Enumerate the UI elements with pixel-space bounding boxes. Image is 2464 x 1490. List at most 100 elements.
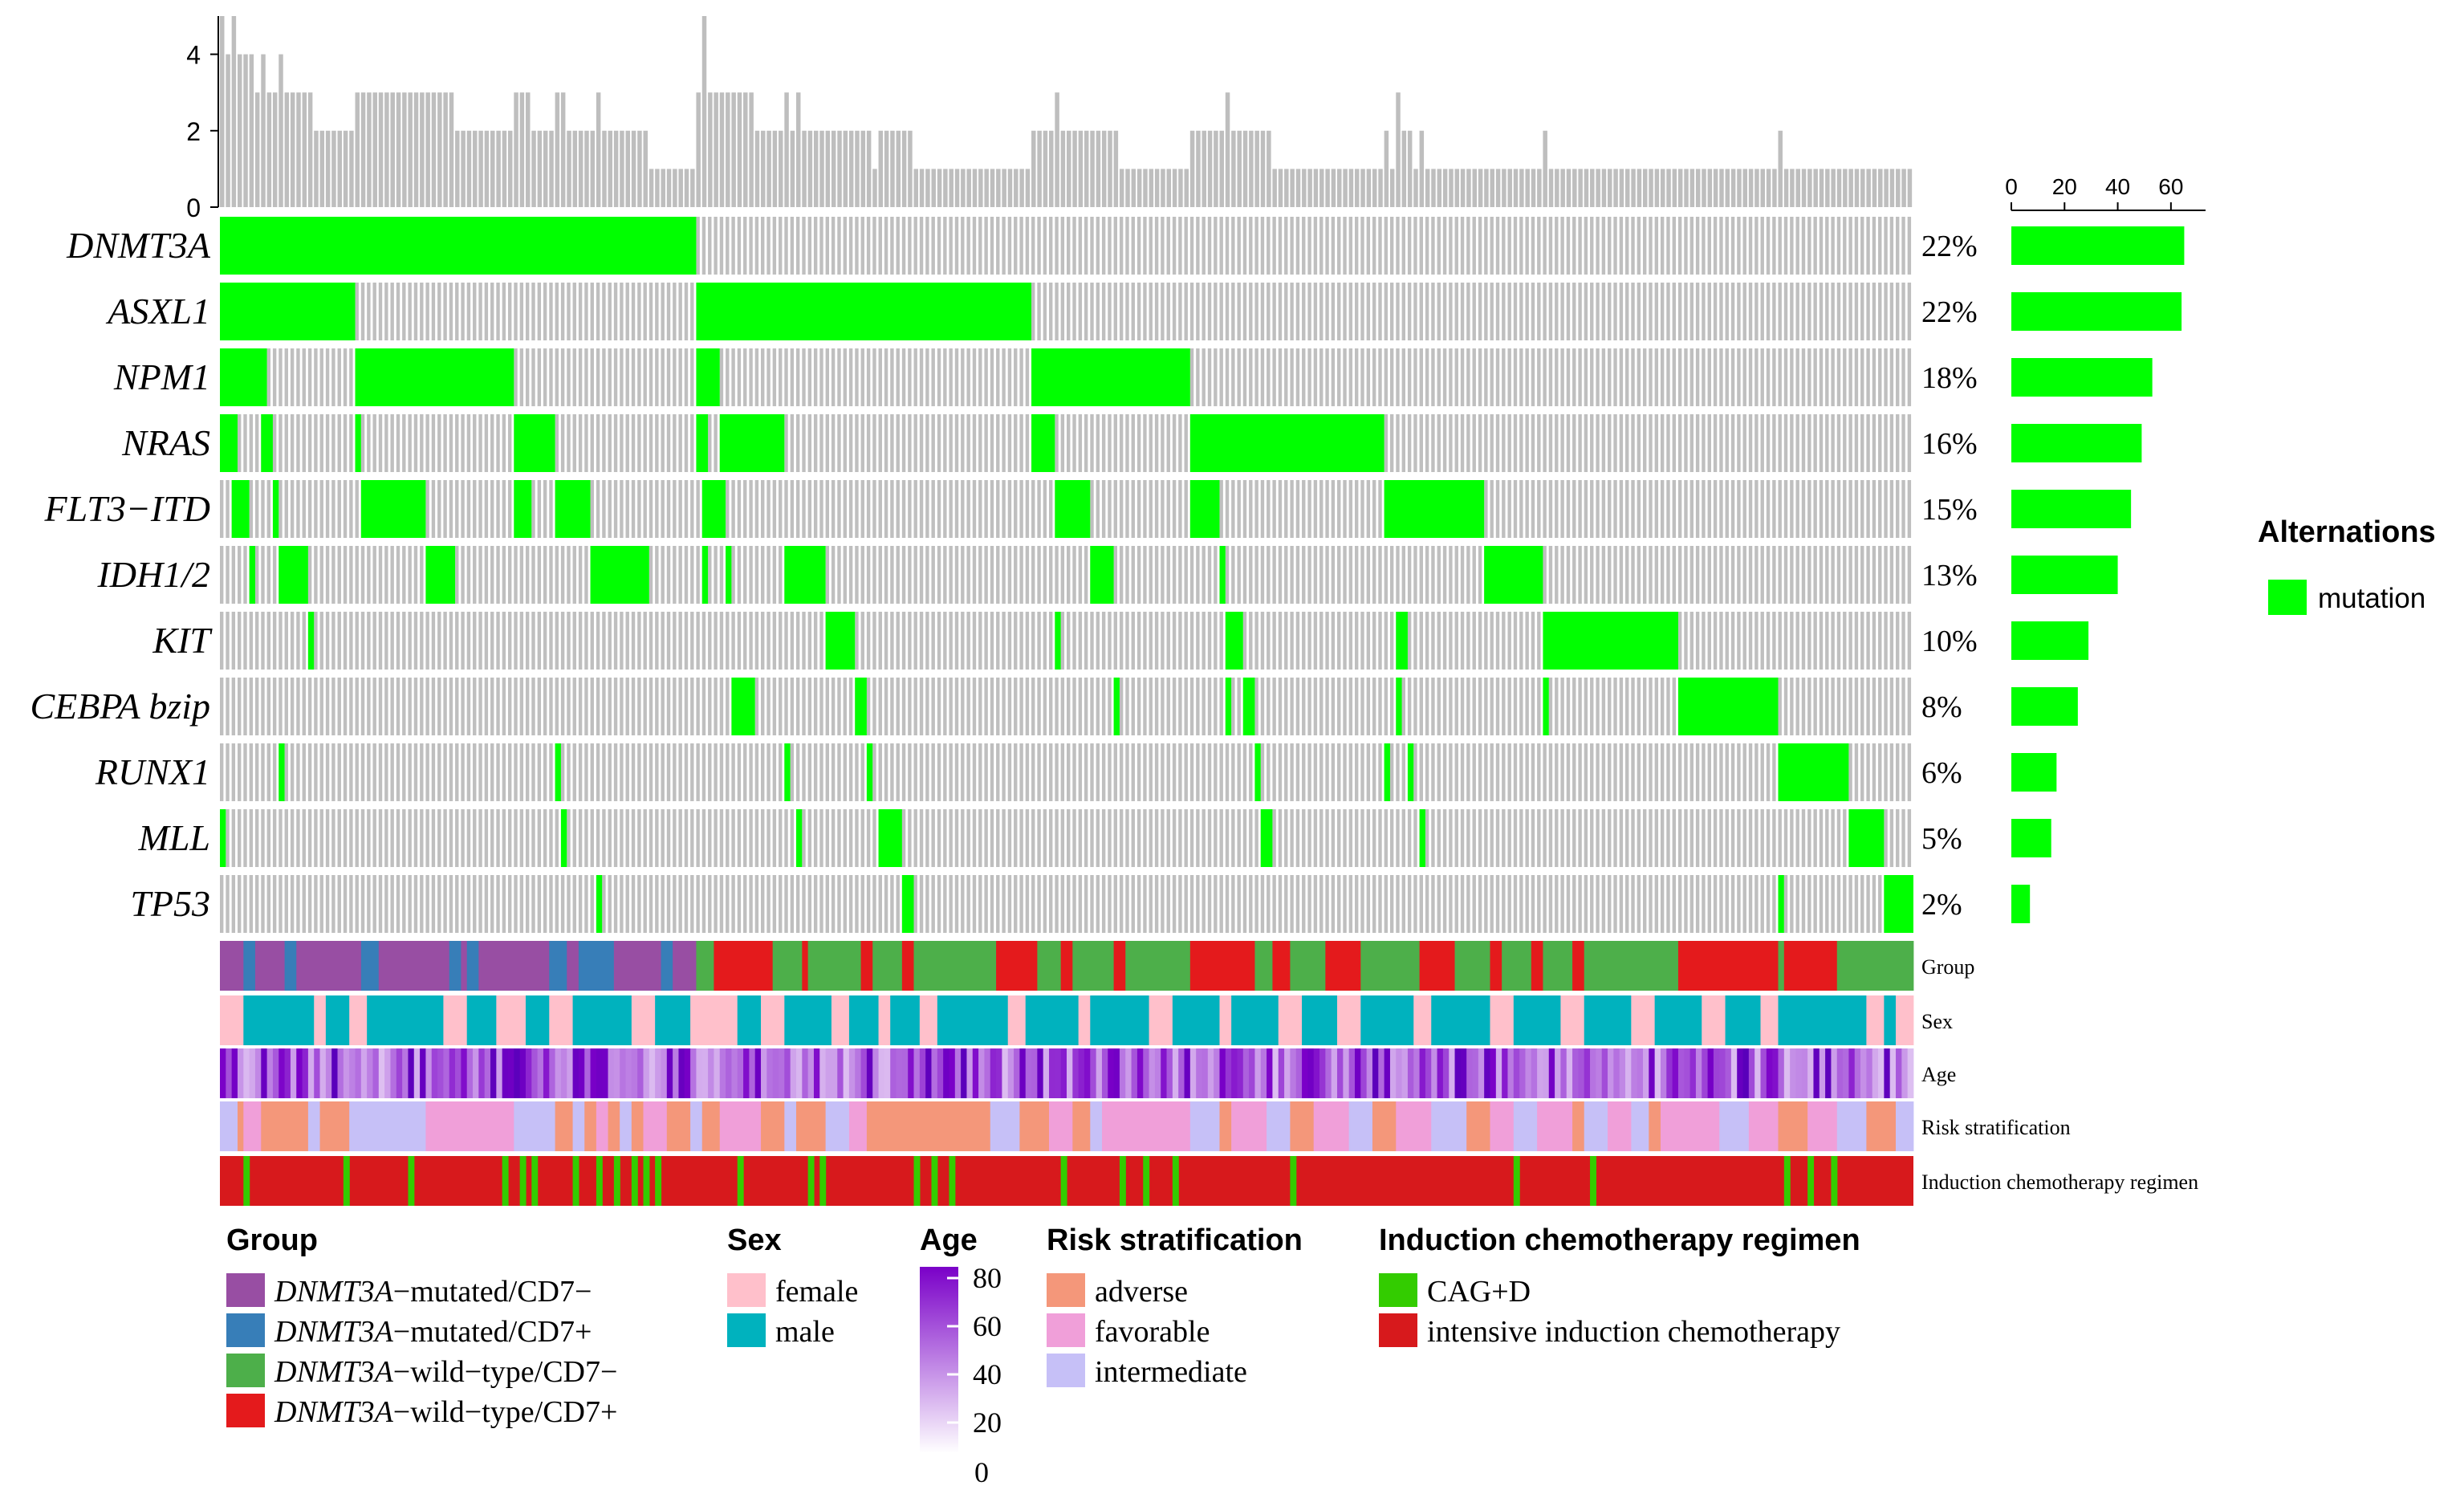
matrix-cell-kit [525, 612, 530, 670]
matrix-cell-tp53 [1478, 875, 1482, 933]
matrix-cell-kit [355, 612, 359, 670]
matrix-cell-flt3-itd [1654, 480, 1659, 538]
matrix-cell-cebpa-bzip [666, 678, 671, 735]
matrix-cell-dnmt3a [1295, 217, 1300, 275]
matrix-cell-idh1-2 [1695, 546, 1700, 604]
matrix-cell-tp53 [437, 875, 441, 933]
matrix-cell-npm1 [543, 348, 547, 406]
matrix-cell-flt3-itd [613, 480, 618, 538]
matrix-cell-nras [1672, 414, 1677, 472]
matrix-cell-kit [913, 612, 917, 670]
matrix-cell-flt3-itd [761, 480, 765, 538]
matrix-cell-nras [1560, 414, 1564, 472]
matrix-cell-cebpa-bzip [1348, 678, 1353, 735]
sample-count-bar [1302, 169, 1307, 207]
matrix-cell-asxl1 [1037, 283, 1041, 340]
matrix-cell-nras [1601, 414, 1606, 472]
matrix-cell-flt3-itd [1348, 480, 1353, 538]
matrix-cell-idh1-2 [555, 546, 559, 604]
matrix-cell-kit [1284, 612, 1288, 670]
matrix-cell-runx1 [1143, 743, 1147, 801]
matrix-cell-kit [1143, 612, 1147, 670]
matrix-cell-mll [1290, 809, 1294, 867]
matrix-cell-asxl1 [1478, 283, 1482, 340]
matrix-cell-cebpa-bzip [1302, 678, 1306, 735]
sample-count-bar [525, 92, 531, 207]
matrix-cell-npm1 [649, 348, 653, 406]
matrix-cell-dnmt3a [1590, 217, 1594, 275]
matrix-cell-runx1 [1608, 743, 1612, 801]
matrix-cell-kit [1490, 612, 1494, 670]
matrix-cell-tp53 [1125, 875, 1129, 933]
matrix-cell-kit [349, 612, 353, 670]
matrix-cell-asxl1 [1513, 283, 1518, 340]
matrix-cell-cebpa-bzip [1460, 678, 1465, 735]
matrix-cell-npm1 [1866, 348, 1870, 406]
matrix-cell-runx1 [1202, 743, 1206, 801]
matrix-cell-tp53 [567, 875, 571, 933]
matrix-cell-dnmt3a [1290, 217, 1294, 275]
matrix-cell-asxl1 [1184, 283, 1188, 340]
matrix-cell-dnmt3a [1666, 217, 1670, 275]
matrix-cell-asxl1 [1425, 283, 1429, 340]
matrix-cell-mll [666, 809, 671, 867]
matrix-cell-npm1 [549, 348, 553, 406]
matrix-cell-cebpa-bzip [661, 678, 665, 735]
sample-count-bar [319, 130, 325, 207]
matrix-cell-asxl1 [1825, 283, 1829, 340]
matrix-cell-flt3-itd [1713, 480, 1718, 538]
matrix-cell-asxl1 [1490, 283, 1494, 340]
matrix-cell-nras [279, 414, 283, 472]
matrix-cell-idh1-2 [984, 546, 988, 604]
gene-label-flt3-itd: FLT3−ITD [43, 488, 210, 529]
matrix-cell-npm1 [925, 348, 929, 406]
matrix-cell-flt3-itd [1290, 480, 1294, 538]
matrix-cell-runx1 [390, 743, 394, 801]
sample-count-bar [1677, 169, 1683, 207]
matrix-cell-npm1 [890, 348, 894, 406]
matrix-cell-asxl1 [1730, 283, 1735, 340]
count-axis-tick-label: 4 [186, 41, 201, 70]
matrix-cell-nras [296, 414, 300, 472]
matrix-cell-tp53 [1666, 875, 1670, 933]
sample-count-bar [514, 92, 518, 207]
matrix-cell-kit [1901, 612, 1905, 670]
matrix-cell-cebpa-bzip [502, 678, 506, 735]
matrix-cell-tp53 [396, 875, 401, 933]
matrix-cell-dnmt3a [1654, 217, 1659, 275]
sample-count-bar [519, 92, 525, 207]
matrix-cell-nras [254, 414, 259, 472]
matrix-cell-tp53 [1101, 875, 1106, 933]
matrix-cell-mll [1889, 809, 1894, 867]
matrix-cell-tp53 [237, 875, 242, 933]
sample-count-bar [1319, 169, 1324, 207]
age-track-cell [848, 1048, 856, 1098]
matrix-cell-runx1 [1131, 743, 1135, 801]
sample-count-bar [1290, 169, 1295, 207]
matrix-cell-runx1 [1225, 743, 1230, 801]
matrix-cell-flt3-itd [807, 480, 812, 538]
matrix-cell-tp53 [1596, 875, 1600, 933]
matrix-cell-idh1-2 [1807, 546, 1811, 604]
risk-track-segment [555, 1101, 573, 1151]
matrix-cell-flt3-itd [1219, 480, 1223, 538]
matrix-cell-mll [684, 809, 689, 867]
matrix-cell-idh1-2 [1249, 546, 1253, 604]
matrix-cell-runx1 [596, 743, 600, 801]
matrix-cell-runx1 [673, 743, 677, 801]
matrix-cell-cebpa-bzip [537, 678, 542, 735]
matrix-cell-cebpa-bzip [1384, 678, 1389, 735]
matrix-cell-kit [1783, 612, 1788, 670]
matrix-cell-cebpa-bzip [549, 678, 553, 735]
matrix-cell-cebpa-bzip [378, 678, 383, 735]
matrix-cell-cebpa-bzip [1566, 678, 1571, 735]
matrix-cell-tp53 [1348, 875, 1353, 933]
matrix-cell-mll [1531, 809, 1535, 867]
matrix-cell-tp53 [1290, 875, 1294, 933]
matrix-cell-asxl1 [1084, 283, 1088, 340]
matrix-cell-kit [254, 612, 259, 670]
mutation-block-cebpa-bzip [855, 678, 867, 735]
sample-count-bar [1454, 169, 1460, 207]
risk-track-segment [1290, 1101, 1315, 1151]
matrix-cell-kit [996, 612, 1000, 670]
